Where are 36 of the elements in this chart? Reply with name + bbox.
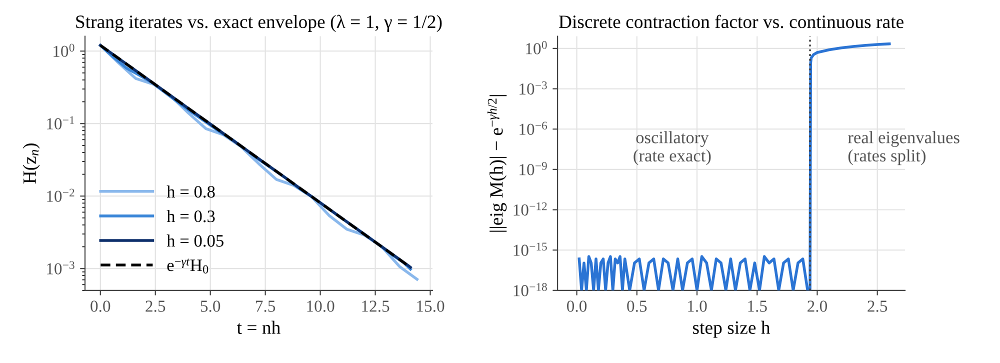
y-tick-label: 10$^{−12}$ — [514, 202, 547, 216]
x-tick-label: 2.5 — [146, 300, 166, 312]
y-tick-label: 10$^{−18}$ — [514, 283, 547, 296]
x-tick-label: 1.5 — [748, 300, 767, 312]
x-tick-label: 0.0 — [567, 300, 587, 312]
x-axis-title: t = nh — [236, 320, 280, 334]
annotation: oscillatory (rate exact) — [634, 131, 711, 166]
x-tick-label: 1.0 — [688, 300, 707, 312]
y-tick-label: 10$^{0}$ — [526, 41, 547, 54]
y-tick-label: 10$^{−1}$ — [47, 116, 74, 130]
y-tick-label: 10$^{−6}$ — [520, 122, 548, 135]
x-tick-label: 10.0 — [307, 300, 334, 312]
annotation: real eigenvalues (rates split) — [848, 131, 960, 166]
y-tick-label: 10$^{−3}$ — [47, 261, 74, 274]
x-tick-label: 15.0 — [417, 300, 444, 312]
x-axis-title: step size h — [692, 320, 770, 338]
x-tick-label: 7.5 — [256, 300, 276, 312]
x-tick-label: 12.5 — [362, 300, 390, 312]
y-tick-label: 10$^{−2}$ — [47, 188, 74, 202]
y-axis-title: H(z$_{n}$) — [22, 143, 40, 184]
legend-label: h = 0.05 — [166, 234, 224, 247]
y-tick-label: 10$^{0}$ — [54, 44, 74, 57]
x-tick-label: 0.0 — [90, 300, 110, 312]
y-axis-title: ||eig M(h)| − e$^{−γh/2}$| — [487, 95, 507, 232]
legend-label: h = 0.3 — [166, 210, 215, 222]
legend-label: h = 0.8 — [166, 185, 215, 198]
y-tick-label: 10$^{−3}$ — [520, 81, 547, 95]
legend-label: e$^{−γt}$H$_{0}$ — [167, 258, 208, 274]
chart-title: Discrete contraction factor vs. continuous rate — [558, 14, 904, 28]
x-tick-label: 2.0 — [808, 300, 828, 312]
y-tick-label: 10$^{−15}$ — [514, 242, 547, 256]
chart-title: Strang iterates vs. exact envelope (λ = 1, γ = 1/2) — [76, 14, 442, 32]
x-tick-label: 0.5 — [627, 300, 647, 312]
x-tick-label: 5.0 — [200, 300, 220, 312]
x-tick-label: 2.5 — [868, 300, 888, 312]
y-tick-label: 10$^{−9}$ — [520, 162, 547, 176]
